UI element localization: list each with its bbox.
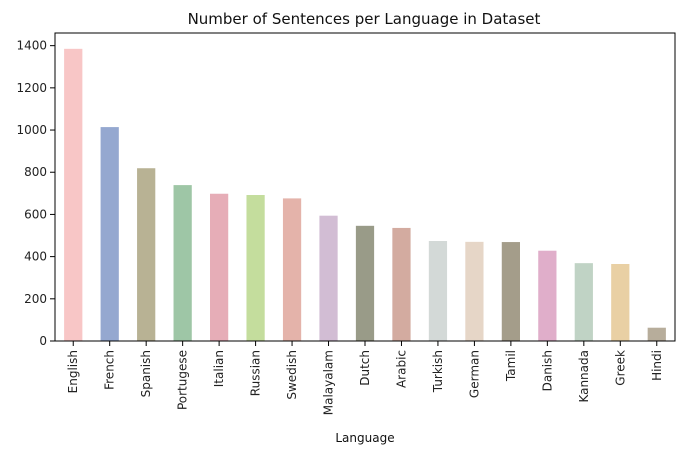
- x-tick-label: Spanish: [139, 350, 153, 397]
- x-tick-label: Greek: [613, 350, 627, 386]
- chart-title: Number of Sentences per Language in Data…: [188, 10, 541, 28]
- x-axis-label: Language: [335, 431, 394, 445]
- bar-swedish: [282, 198, 302, 341]
- x-tick-label: Swedish: [285, 350, 299, 400]
- x-tick-label: Malayalam: [322, 350, 336, 415]
- y-tick-label: 1400: [16, 39, 47, 53]
- x-axis: English French Spanish Portugese Italian Russ…: [66, 341, 664, 415]
- x-tick-label: Hindi: [650, 350, 664, 381]
- x-tick-label: Tamil: [504, 350, 518, 382]
- y-tick-label: 800: [24, 165, 47, 179]
- y-tick-label: 200: [24, 292, 47, 306]
- x-tick-label: Russian: [249, 350, 263, 396]
- x-tick-label: Danish: [540, 350, 554, 391]
- bar-danish: [538, 250, 557, 341]
- x-tick-label: English: [66, 350, 80, 393]
- x-tick-label: Italian: [212, 350, 226, 387]
- x-tick-label: Kannada: [577, 350, 591, 403]
- bars: [64, 48, 666, 341]
- plot-frame: [54, 32, 676, 342]
- bar-italian: [210, 193, 229, 341]
- y-tick-label: 0: [39, 334, 47, 348]
- bar-malayalam: [319, 215, 338, 341]
- bar-arabic: [392, 227, 411, 341]
- x-tick-label: French: [103, 350, 117, 390]
- bar-hindi: [647, 327, 666, 341]
- bar-english: [64, 48, 83, 341]
- y-tick-label: 1200: [16, 81, 47, 95]
- bar-russian: [246, 195, 265, 341]
- y-axis: 0 200 400 600 800 1000 1200 1400: [16, 39, 55, 348]
- bar-french: [100, 127, 119, 341]
- y-tick-label: 600: [24, 207, 47, 221]
- bar-turkish: [428, 241, 448, 341]
- y-tick-label: 1000: [16, 123, 47, 137]
- bar-spanish: [137, 168, 156, 341]
- bar-kannada: [574, 263, 593, 341]
- bar-tamil: [501, 242, 520, 341]
- x-tick-label: Turkish: [431, 350, 445, 393]
- bar-greek: [611, 264, 630, 341]
- bar-german: [465, 241, 484, 341]
- x-tick-label: Dutch: [358, 350, 372, 386]
- bar-portugese: [173, 185, 192, 341]
- bar-dutch: [355, 225, 375, 341]
- y-tick-label: 400: [24, 250, 47, 264]
- x-tick-label: Arabic: [394, 350, 408, 388]
- x-tick-label: German: [467, 350, 481, 398]
- x-tick-label: Portugese: [176, 350, 190, 410]
